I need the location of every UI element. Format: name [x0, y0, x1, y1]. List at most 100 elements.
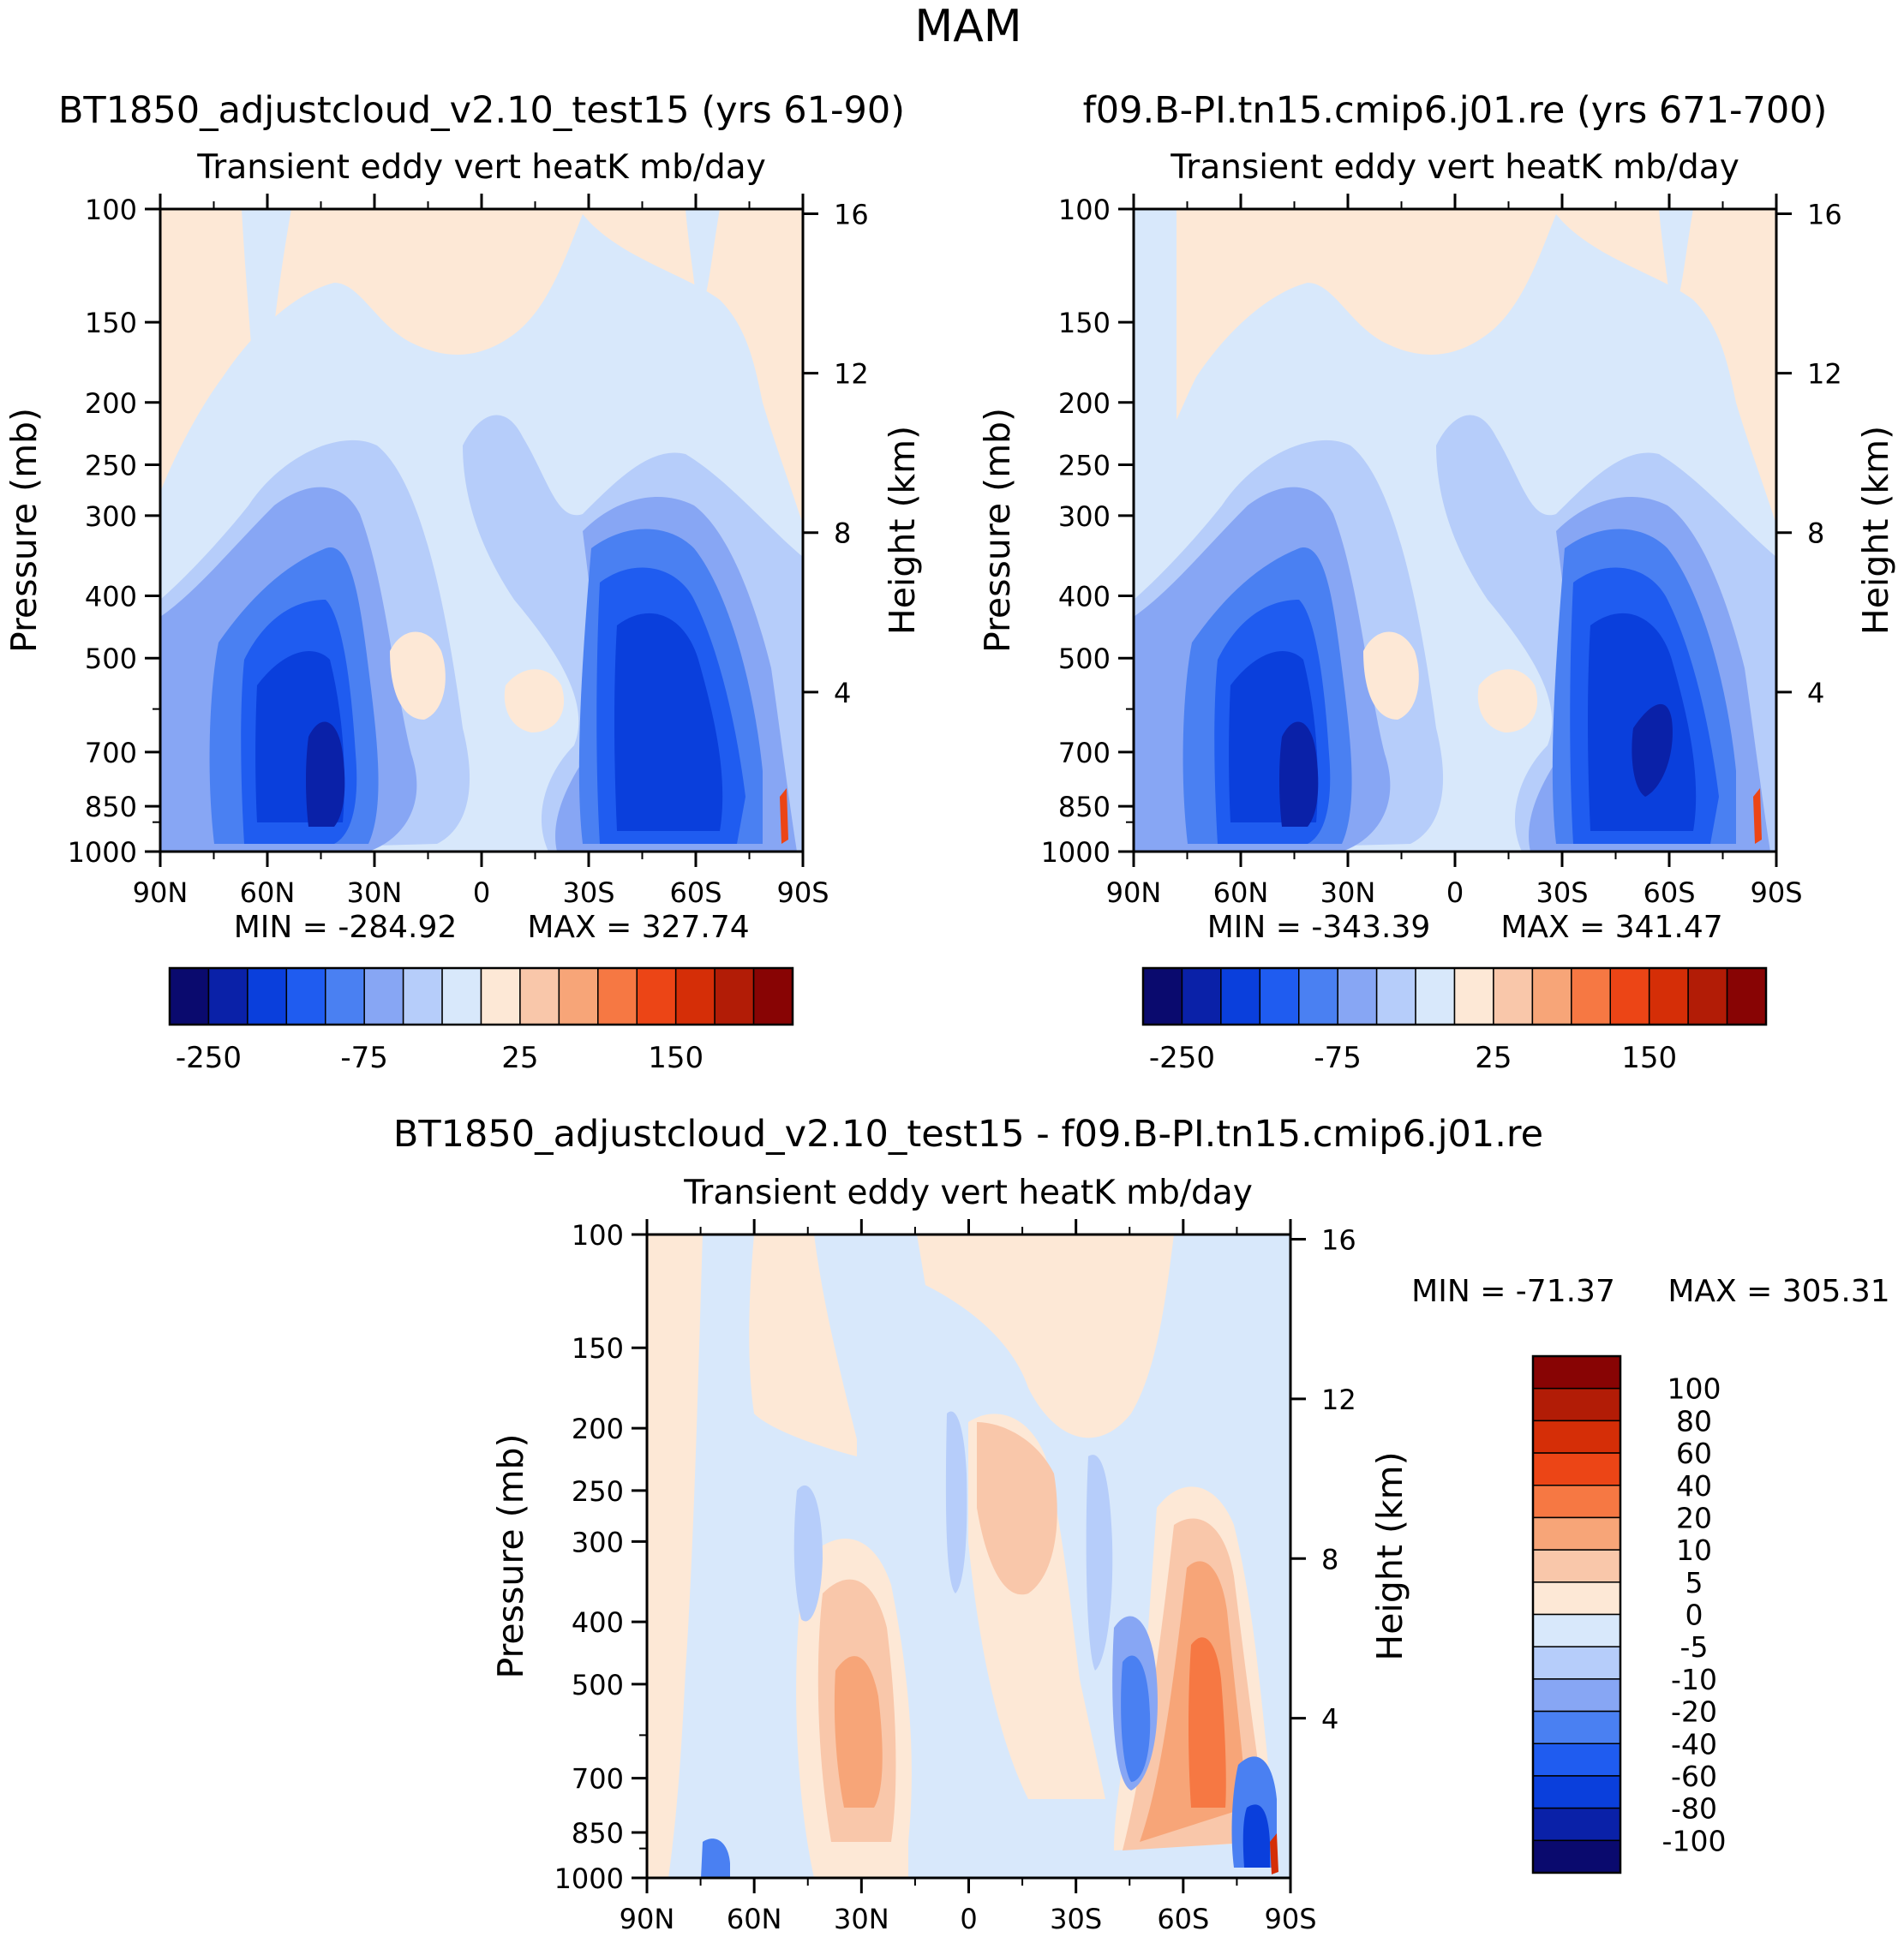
latitude-tick-label: 30S — [1536, 876, 1588, 909]
colorbar-label: -40 — [1671, 1727, 1717, 1761]
colorbar-swatch — [636, 967, 677, 1025]
contour-fill-negative-strip-left — [242, 209, 291, 368]
contour-fill-positive-surface — [1270, 1833, 1278, 1874]
colorbar-swatch — [325, 967, 365, 1025]
contour-fill-level-20-sh — [1189, 1637, 1226, 1808]
contour-fill-negative-strip-right — [686, 209, 720, 300]
contour-fill-negative-nh-surface — [701, 1838, 730, 1878]
contour-fill-level-minus-80-south — [614, 613, 723, 831]
panel-model-b: f09.B-PI.tn15.cmip6.j01.re (yrs 671-700)… — [1083, 89, 1827, 853]
pressure-tick-label: 250 — [1058, 449, 1111, 481]
height-tick-label: 4 — [1321, 1703, 1338, 1736]
colorbar-frame — [168, 966, 794, 1026]
colorbar-swatch — [1532, 1775, 1621, 1809]
colorbar-swatch — [1493, 967, 1534, 1025]
panel-c-max-label: MAX = 305.31 — [1667, 1274, 1889, 1309]
pressure-tick-label: 100 — [1058, 194, 1111, 226]
colorbar-swatch — [1532, 1613, 1621, 1647]
colorbar-swatch — [1532, 1807, 1621, 1842]
colorbar-swatch — [674, 967, 715, 1025]
height-tick-label: 8 — [1807, 517, 1824, 550]
panel-model-a: BT1850_adjustcloud_v2.10_test15 (yrs 61-… — [58, 89, 905, 853]
pressure-tick-label: 500 — [85, 643, 137, 675]
contour-fill-positive-band-1 — [749, 1235, 857, 1456]
colorbar-label: -60 — [1671, 1760, 1717, 1793]
pressure-tick-label: 1000 — [68, 836, 137, 869]
colorbar-swatch — [1726, 967, 1767, 1025]
colorbar-label: 60 — [1676, 1437, 1712, 1470]
height-tick-label: 16 — [834, 198, 869, 230]
contour-fill-positive-surface — [780, 788, 788, 844]
contour-fill-level-5 — [977, 1422, 1057, 1595]
colorbar-swatch — [285, 967, 326, 1025]
latitude-tick-label: 90N — [1106, 876, 1162, 909]
colorbar-swatch — [1532, 1387, 1621, 1422]
colorbar-label: -250 — [1149, 1041, 1215, 1075]
latitude-tick-label: 30S — [562, 876, 614, 909]
latitude-tick-label: 60S — [1157, 1903, 1209, 1935]
panel-b-subtitle: Transient eddy vert heatK mb/day — [1170, 148, 1739, 187]
colorbar-swatch — [1532, 1646, 1621, 1680]
contour-fill-positive-blob-2 — [504, 669, 565, 732]
height-tick-label: 8 — [1321, 1543, 1338, 1575]
pressure-tick-label: 850 — [85, 791, 137, 823]
pressure-tick-label: 700 — [1058, 737, 1111, 769]
pressure-tick-label: 850 — [572, 1817, 624, 1850]
colorbar-swatch — [441, 967, 482, 1025]
pressure-tick-label: 200 — [1058, 387, 1111, 420]
pressure-tick-label: 500 — [572, 1669, 624, 1701]
contour-fill-level-minus-100-south — [1632, 703, 1673, 797]
colorbar-swatch — [1532, 1420, 1621, 1454]
colorbar-swatch — [1687, 967, 1728, 1025]
colorbar-label: -75 — [1314, 1041, 1362, 1075]
pressure-tick-label: 300 — [1058, 500, 1111, 533]
colorbar-swatch — [1337, 967, 1378, 1025]
colorbar-label: 0 — [1685, 1599, 1703, 1632]
colorbar-frame — [1141, 966, 1768, 1026]
y-axis-label: Pressure (mb) — [977, 408, 1018, 653]
colorbar-swatch — [363, 967, 404, 1025]
pressure-tick-label: 250 — [85, 449, 137, 481]
colorbar-swatch — [1375, 967, 1416, 1025]
contour-fill-negative-column-1 — [945, 1411, 967, 1593]
colorbar-swatch — [558, 967, 599, 1025]
colorbar-label: 5 — [1685, 1566, 1703, 1599]
colorbar-label: 40 — [1676, 1469, 1712, 1503]
colorbar-swatch — [1532, 1581, 1621, 1616]
colorbar-swatch — [1453, 967, 1494, 1025]
colorbar-swatch — [1181, 967, 1222, 1025]
pressure-tick-label: 1000 — [1041, 836, 1111, 869]
panel-c-title: BT1850_adjustcloud_v2.10_test15 - f09.B-… — [393, 1113, 1543, 1156]
colorbar-swatch — [1532, 1743, 1621, 1777]
contour-fill-positive-surface — [1753, 788, 1762, 844]
height-tick-label: 16 — [1321, 1224, 1356, 1257]
pressure-tick-label: 150 — [1058, 307, 1111, 339]
pressure-tick-label: 850 — [1058, 791, 1111, 823]
colorbar-swatch — [597, 967, 638, 1025]
panel-b-colorbar: -250 -75 25 150 — [1141, 966, 1768, 1075]
panel-a-colorbar: -250 -75 25 150 — [168, 966, 794, 1075]
contour-fill-positive-blob-1 — [390, 631, 446, 720]
colorbar-swatch — [1648, 967, 1689, 1025]
colorbar-swatch — [519, 967, 560, 1025]
latitude-tick-label: 0 — [1446, 876, 1464, 909]
y-axis-label: Pressure (mb) — [3, 408, 45, 653]
colorbar-swatch — [1609, 967, 1650, 1025]
contour-fill-level-10 — [834, 1656, 883, 1808]
colorbar-label: -80 — [1671, 1792, 1717, 1826]
axes-layer: 100150200250300400500700850100016128490N… — [3, 194, 1896, 1935]
contour-fill-level-minus-100 — [306, 721, 345, 827]
pressure-tick-label: 700 — [85, 737, 137, 769]
pressure-tick-label: 150 — [85, 307, 137, 339]
contour-fill-positive-blob-1 — [1363, 631, 1419, 720]
colorbar-swatch — [1532, 1485, 1621, 1519]
latitude-tick-label: 60S — [1643, 876, 1695, 909]
colorbar-swatch — [1571, 967, 1611, 1025]
colorbar-swatch — [1532, 1549, 1621, 1583]
height-tick-label: 8 — [834, 517, 851, 550]
height-tick-label: 12 — [834, 358, 869, 391]
pressure-tick-label: 150 — [572, 1332, 624, 1365]
contour-fill-positive-band-2 — [917, 1235, 1174, 1438]
colorbar-swatch — [402, 967, 443, 1025]
